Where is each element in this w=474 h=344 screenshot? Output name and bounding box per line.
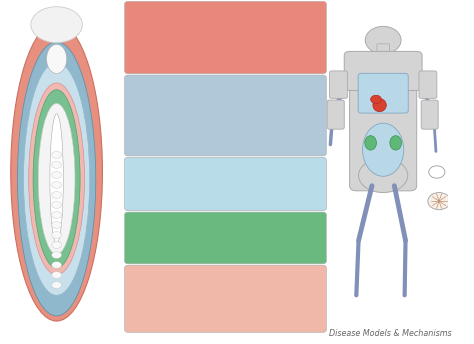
Text: Hindlimb skeleton: Hindlimb skeleton: [141, 118, 243, 128]
Ellipse shape: [52, 282, 62, 289]
Circle shape: [428, 193, 450, 210]
Ellipse shape: [50, 114, 64, 244]
Ellipse shape: [52, 151, 62, 158]
Circle shape: [365, 26, 401, 54]
Ellipse shape: [52, 192, 62, 198]
Text: •: •: [130, 24, 137, 35]
FancyBboxPatch shape: [125, 265, 327, 332]
FancyBboxPatch shape: [421, 100, 438, 129]
Text: Heart: Heart: [141, 24, 172, 35]
Ellipse shape: [52, 212, 62, 218]
Text: •: •: [130, 220, 137, 230]
FancyBboxPatch shape: [419, 71, 437, 98]
Ellipse shape: [52, 232, 62, 238]
FancyBboxPatch shape: [327, 100, 344, 129]
Ellipse shape: [365, 136, 376, 150]
Text: Endothelium: Endothelium: [141, 273, 212, 283]
Text: Nkx2.5: Nkx2.5: [141, 55, 174, 64]
Text: Scl, Etv2, Lmo2: Scl, Etv2, Lmo2: [141, 310, 214, 319]
FancyBboxPatch shape: [377, 44, 390, 59]
Text: Disease Models & Mechanisms: Disease Models & Mechanisms: [329, 329, 452, 338]
FancyBboxPatch shape: [125, 157, 327, 211]
Text: Smooth muscle and mesothelia: Smooth muscle and mesothelia: [141, 165, 317, 175]
Text: Tbx4: Tbx4: [141, 135, 164, 144]
Ellipse shape: [33, 90, 80, 268]
Text: Hand1/2: Hand1/2: [141, 186, 181, 195]
FancyBboxPatch shape: [125, 1, 327, 74]
Text: •: •: [130, 83, 137, 93]
Text: Cardiopharyngeal muscles: Cardiopharyngeal muscles: [141, 10, 291, 20]
Ellipse shape: [28, 83, 84, 275]
FancyBboxPatch shape: [125, 75, 327, 156]
Ellipse shape: [52, 251, 62, 258]
Ellipse shape: [52, 261, 62, 268]
Ellipse shape: [52, 241, 62, 248]
Text: •: •: [130, 273, 137, 283]
FancyBboxPatch shape: [344, 51, 422, 90]
Ellipse shape: [52, 222, 62, 228]
Ellipse shape: [46, 44, 67, 74]
Ellipse shape: [52, 171, 62, 178]
Ellipse shape: [390, 136, 401, 150]
Ellipse shape: [52, 161, 62, 168]
Text: Forelimb skeleton: Forelimb skeleton: [141, 83, 242, 93]
Text: Tbx5, Hand1/2: Tbx5, Hand1/2: [141, 100, 210, 109]
Ellipse shape: [38, 104, 75, 254]
FancyBboxPatch shape: [358, 73, 408, 113]
Text: Pax2, Pax8: Pax2, Pax8: [141, 240, 192, 249]
Ellipse shape: [52, 182, 62, 188]
Text: Kidneys: Kidneys: [141, 220, 185, 230]
Text: Primitive and definitive blood: Primitive and definitive blood: [141, 292, 309, 302]
Circle shape: [371, 95, 382, 104]
Ellipse shape: [373, 99, 386, 112]
Ellipse shape: [358, 158, 408, 193]
Ellipse shape: [24, 62, 90, 295]
FancyBboxPatch shape: [350, 73, 417, 191]
FancyBboxPatch shape: [329, 71, 347, 98]
Ellipse shape: [11, 23, 102, 321]
Ellipse shape: [52, 202, 62, 208]
Text: Tbx1/10, Tbx5, Hand1/2,: Tbx1/10, Tbx5, Hand1/2,: [141, 40, 258, 49]
Ellipse shape: [363, 123, 404, 176]
Text: •: •: [130, 165, 137, 175]
Text: •: •: [130, 118, 137, 128]
Ellipse shape: [31, 7, 82, 43]
Circle shape: [429, 166, 445, 178]
Text: •: •: [130, 292, 137, 302]
FancyBboxPatch shape: [125, 212, 327, 264]
Text: •: •: [130, 10, 137, 20]
Ellipse shape: [52, 272, 62, 279]
Ellipse shape: [18, 42, 96, 316]
